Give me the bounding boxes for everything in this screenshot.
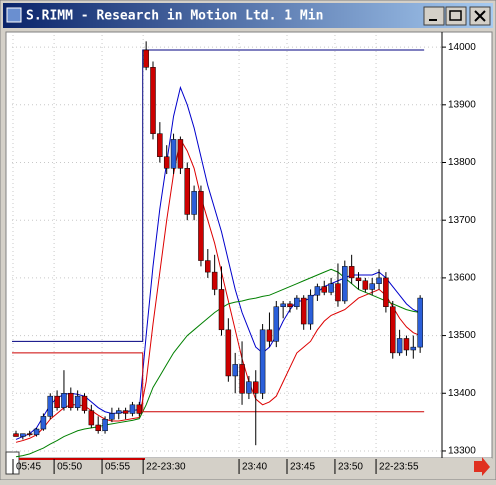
candle-body <box>177 139 184 169</box>
minimize-button[interactable] <box>423 6 445 26</box>
candle-body <box>335 283 341 302</box>
candle-body <box>294 297 300 307</box>
candle-body <box>102 418 108 432</box>
x-tick-label: 05:45 <box>16 462 41 473</box>
candle-body <box>68 393 74 408</box>
x-tick-label: 23:45 <box>290 462 315 473</box>
candle-body <box>33 428 40 436</box>
candle-body <box>205 260 211 273</box>
candle-body <box>232 364 238 377</box>
window-title: S.RIMM - Research in Motion Ltd. 1 Min <box>26 9 323 24</box>
candle-body <box>396 338 403 354</box>
candle-body <box>47 395 53 417</box>
y-tick-label: 13700 <box>448 215 476 226</box>
candle-body <box>280 303 286 307</box>
candle-body <box>246 381 252 394</box>
time-axis-bar <box>6 458 492 476</box>
candle-body <box>61 393 67 408</box>
y-tick-label: 13900 <box>448 99 476 110</box>
candle-body <box>410 346 417 351</box>
title-bar <box>3 3 493 28</box>
indicator-line <box>15 268 421 458</box>
candle-body <box>253 381 259 394</box>
candle-body <box>143 49 149 68</box>
candle-body <box>150 67 156 134</box>
y-tick-label: 14000 <box>448 42 476 53</box>
candle-body <box>355 277 362 282</box>
candle-body <box>314 286 321 296</box>
candle-body <box>266 329 273 342</box>
candle-body <box>81 395 88 411</box>
candle-body <box>198 191 204 261</box>
indicator-line <box>12 352 425 413</box>
candle-body <box>369 283 375 290</box>
candle-body <box>170 139 177 169</box>
x-tick-label: 23:40 <box>242 462 267 473</box>
candle-body <box>403 338 410 351</box>
candle-body <box>307 294 314 325</box>
candle-body <box>225 329 232 377</box>
candle-body <box>40 416 47 430</box>
candle-body <box>163 156 170 169</box>
candle-body <box>342 266 348 302</box>
candle-body <box>390 306 396 354</box>
x-tick-label: 23:50 <box>338 462 363 473</box>
candle-body <box>321 286 327 293</box>
candle-body <box>287 303 293 307</box>
candle-body <box>13 433 19 437</box>
candle-body <box>362 280 369 290</box>
y-tick-label: 13800 <box>448 157 476 168</box>
candle-body <box>211 271 218 290</box>
candle-body <box>383 277 389 307</box>
candle-body <box>376 277 382 284</box>
candle-body <box>129 404 136 414</box>
candle-body <box>191 191 197 215</box>
candle-body <box>116 410 122 414</box>
candle-body <box>300 297 307 325</box>
candle-body <box>54 395 60 408</box>
close-button[interactable] <box>469 6 491 26</box>
candle-body <box>273 306 280 342</box>
candle-body <box>157 133 163 157</box>
candle-body <box>88 410 95 426</box>
x-tick-label: 05:50 <box>57 462 82 473</box>
y-tick-label: 13600 <box>448 273 476 284</box>
x-tick-label: 22-23:30 <box>146 462 186 473</box>
indicator-line <box>12 49 425 342</box>
candle-body <box>136 404 143 414</box>
x-tick-label: 05:55 <box>105 462 130 473</box>
candle-body <box>417 297 423 348</box>
candle-body <box>109 413 115 420</box>
scroll-right-arrow[interactable] <box>474 457 490 476</box>
candle-body <box>328 283 334 293</box>
plot: 13300 13400 13500 13600 13700 13800 13900 14000… <box>12 32 476 474</box>
candle-body <box>259 329 266 394</box>
y-tick-label: 13300 <box>448 446 476 457</box>
y-tick-label: 13400 <box>448 388 476 399</box>
candle-body <box>95 424 101 432</box>
candle-body <box>348 266 355 279</box>
candle-body <box>20 433 26 437</box>
x-tick-label: 22-23:55 <box>379 462 419 473</box>
candle-body <box>239 364 245 394</box>
candle-body <box>122 410 129 414</box>
y-tick-label: 13500 <box>448 330 476 341</box>
candle-body <box>184 168 190 215</box>
candle-body <box>26 433 33 436</box>
candle-body <box>218 289 225 331</box>
candle-body <box>74 395 81 408</box>
maximize-button[interactable] <box>445 6 467 26</box>
app-icon <box>6 7 22 23</box>
